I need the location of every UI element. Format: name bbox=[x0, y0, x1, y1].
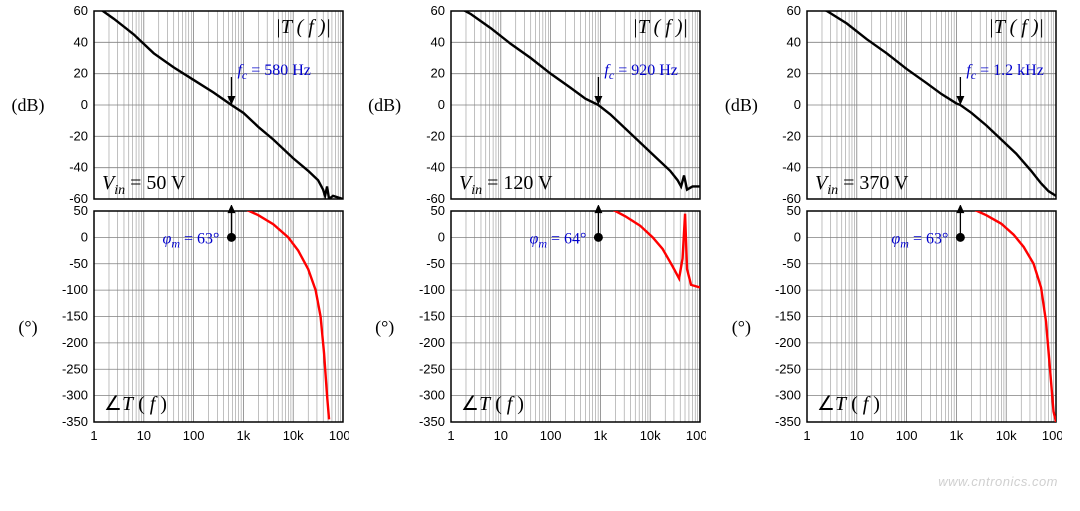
svg-text:0: 0 bbox=[437, 229, 444, 244]
svg-text:-200: -200 bbox=[62, 335, 88, 350]
svg-text:-60: -60 bbox=[783, 191, 802, 205]
svg-text:100k: 100k bbox=[686, 428, 706, 443]
svg-text:10: 10 bbox=[850, 428, 864, 443]
mag-panel-2: (dB)-60-40-200204060|T ( f )|Vin = 370 V… bbox=[718, 5, 1075, 205]
svg-text:-40: -40 bbox=[69, 160, 88, 175]
svg-text:-50: -50 bbox=[69, 256, 88, 271]
svg-text:-300: -300 bbox=[419, 388, 445, 403]
svg-text:0: 0 bbox=[437, 97, 444, 112]
svg-text:100: 100 bbox=[896, 428, 918, 443]
mag-panel-0: (dB)-60-40-200204060|T ( f )|Vin = 50 Vf… bbox=[5, 5, 362, 205]
svg-text:20: 20 bbox=[787, 66, 801, 81]
mag-ylabel: (dB) bbox=[364, 95, 406, 116]
svg-text:-40: -40 bbox=[783, 160, 802, 175]
svg-text:1: 1 bbox=[90, 428, 97, 443]
svg-text:-40: -40 bbox=[426, 160, 445, 175]
svg-text:100: 100 bbox=[539, 428, 561, 443]
svg-text:60: 60 bbox=[430, 5, 444, 18]
svg-text:10k: 10k bbox=[996, 428, 1017, 443]
svg-text:100: 100 bbox=[183, 428, 205, 443]
svg-text:-350: -350 bbox=[62, 414, 88, 429]
svg-text:10k: 10k bbox=[639, 428, 660, 443]
svg-text:-100: -100 bbox=[419, 282, 445, 297]
svg-text:10: 10 bbox=[137, 428, 151, 443]
svg-text:-150: -150 bbox=[775, 309, 801, 324]
svg-text:10k: 10k bbox=[283, 428, 304, 443]
svg-text:-150: -150 bbox=[62, 309, 88, 324]
svg-text:∠T ( f ): ∠T ( f ) bbox=[817, 393, 880, 415]
svg-text:1k: 1k bbox=[237, 428, 251, 443]
svg-text:-350: -350 bbox=[419, 414, 445, 429]
svg-text:-300: -300 bbox=[775, 388, 801, 403]
svg-text:50: 50 bbox=[787, 205, 801, 218]
svg-text:-200: -200 bbox=[775, 335, 801, 350]
svg-text:-200: -200 bbox=[419, 335, 445, 350]
svg-text:60: 60 bbox=[74, 5, 88, 18]
svg-text:0: 0 bbox=[81, 229, 88, 244]
phase-panel-1: (°) -350 -300 -250 -200 -150 -100 -50 0 50 1 10 100 1… bbox=[362, 205, 719, 450]
svg-text:|T ( f )|: |T ( f )| bbox=[989, 16, 1045, 38]
svg-text:|T ( f )|: |T ( f )| bbox=[632, 16, 688, 38]
svg-text:-100: -100 bbox=[62, 282, 88, 297]
svg-text:50: 50 bbox=[430, 205, 444, 218]
svg-text:∠T ( f ): ∠T ( f ) bbox=[461, 393, 524, 415]
svg-text:-100: -100 bbox=[775, 282, 801, 297]
svg-text:20: 20 bbox=[430, 66, 444, 81]
mag-panel-1: (dB)-60-40-200204060|T ( f )|Vin = 120 V… bbox=[362, 5, 719, 205]
watermark-text: www.cntronics.com bbox=[938, 474, 1058, 489]
svg-text:-60: -60 bbox=[426, 191, 445, 205]
svg-text:-50: -50 bbox=[783, 256, 802, 271]
svg-text:∠T ( f ): ∠T ( f ) bbox=[104, 393, 167, 415]
svg-text:-250: -250 bbox=[775, 361, 801, 376]
phase-ylabel: (°) bbox=[364, 317, 406, 338]
svg-text:-20: -20 bbox=[426, 128, 445, 143]
svg-text:40: 40 bbox=[74, 34, 88, 49]
svg-text:0: 0 bbox=[81, 97, 88, 112]
phase-ylabel: (°) bbox=[720, 317, 762, 338]
svg-text:60: 60 bbox=[787, 5, 801, 18]
svg-text:50: 50 bbox=[74, 205, 88, 218]
svg-text:1k: 1k bbox=[950, 428, 964, 443]
svg-text:100k: 100k bbox=[329, 428, 349, 443]
svg-text:100k: 100k bbox=[1042, 428, 1062, 443]
svg-text:10: 10 bbox=[493, 428, 507, 443]
svg-text:1k: 1k bbox=[593, 428, 607, 443]
svg-text:0: 0 bbox=[794, 229, 801, 244]
svg-text:-150: -150 bbox=[419, 309, 445, 324]
mag-ylabel: (dB) bbox=[7, 95, 49, 116]
phase-panel-0: (°) -350 -300 -250 -200 -150 -100 -50 0 50 1 10 100 1… bbox=[5, 205, 362, 450]
svg-text:-350: -350 bbox=[775, 414, 801, 429]
svg-text:-60: -60 bbox=[69, 191, 88, 205]
svg-text:40: 40 bbox=[430, 34, 444, 49]
svg-text:-250: -250 bbox=[62, 361, 88, 376]
svg-text:40: 40 bbox=[787, 34, 801, 49]
mag-ylabel: (dB) bbox=[720, 95, 762, 116]
svg-text:1: 1 bbox=[804, 428, 811, 443]
svg-text:|T ( f )|: |T ( f )| bbox=[275, 16, 331, 38]
svg-text:-50: -50 bbox=[426, 256, 445, 271]
svg-text:1: 1 bbox=[447, 428, 454, 443]
svg-text:20: 20 bbox=[74, 66, 88, 81]
svg-text:0: 0 bbox=[794, 97, 801, 112]
phase-ylabel: (°) bbox=[7, 317, 49, 338]
svg-text:-250: -250 bbox=[419, 361, 445, 376]
phase-panel-2: (°) -350 -300 -250 -200 -150 -100 -50 0 50 1 10 100 1… bbox=[718, 205, 1075, 450]
svg-text:-20: -20 bbox=[783, 128, 802, 143]
svg-text:-20: -20 bbox=[69, 128, 88, 143]
svg-text:-300: -300 bbox=[62, 388, 88, 403]
